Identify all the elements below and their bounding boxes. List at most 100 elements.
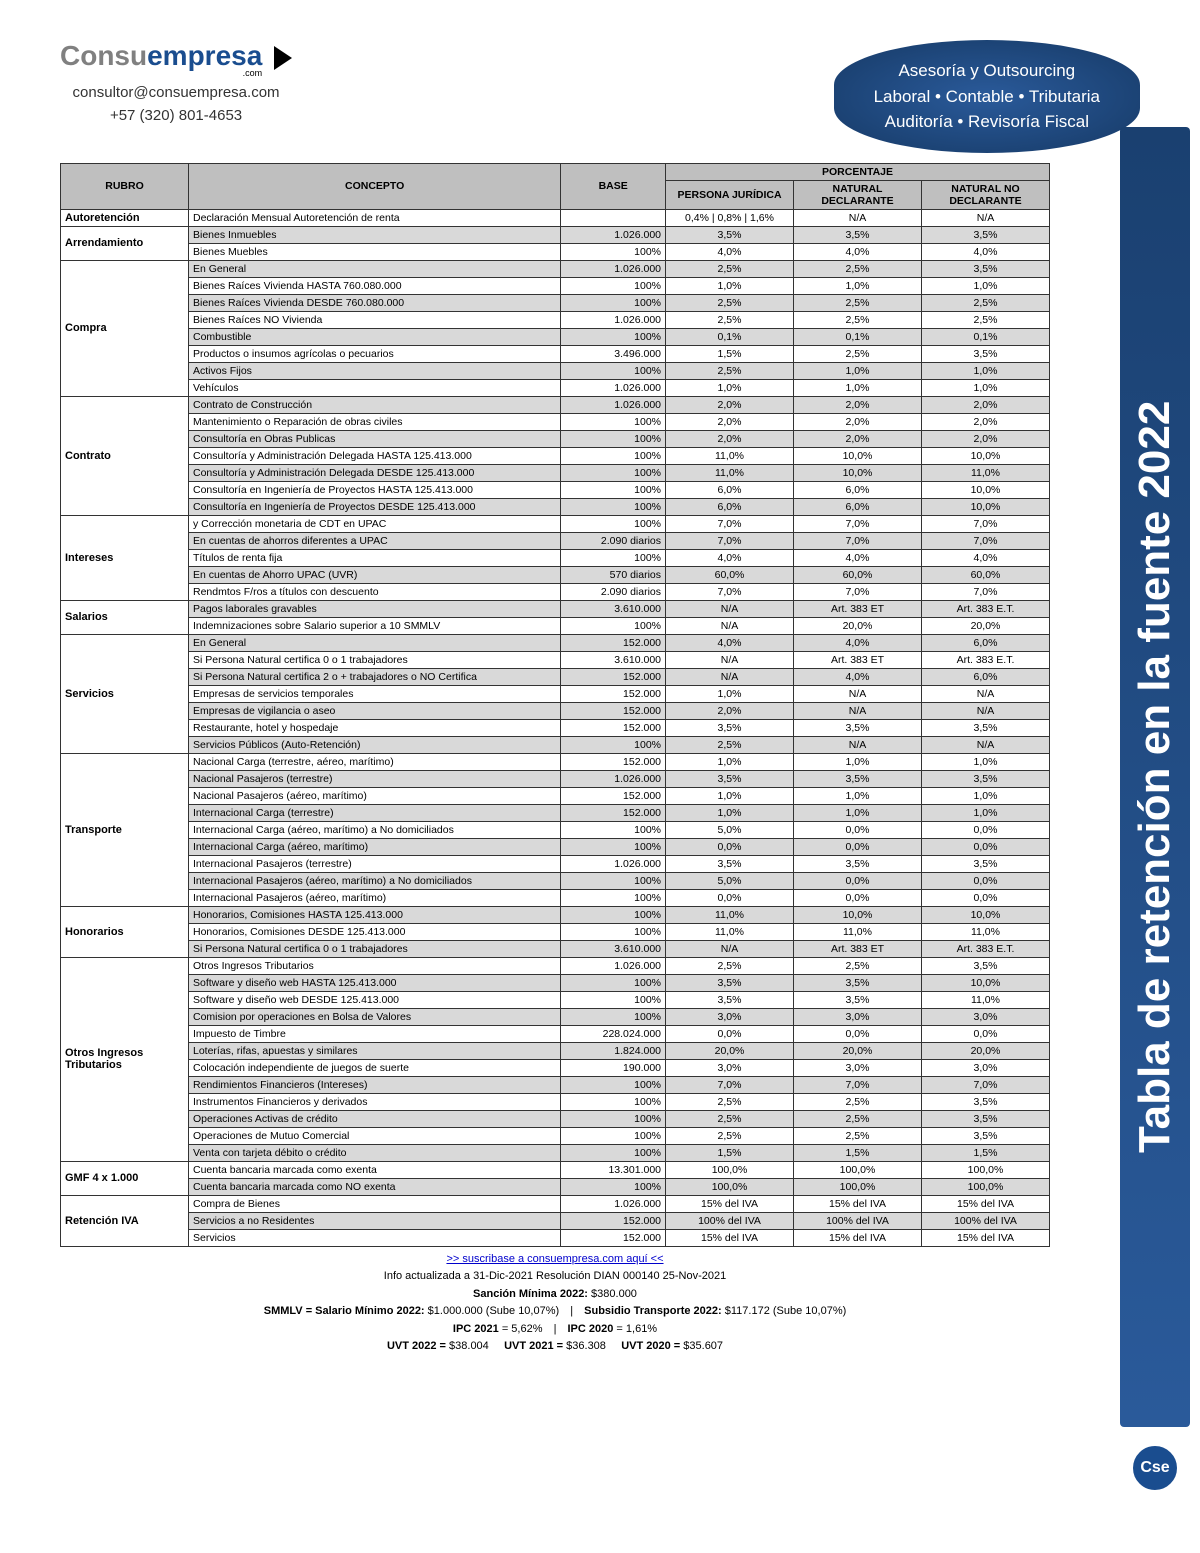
th-rubro: RUBRO [61,163,189,209]
concepto-cell: Empresas de servicios temporales [188,685,560,702]
nd-cell: N/A [794,736,922,753]
nd-cell: 60,0% [794,566,922,583]
nnd-cell: 11,0% [921,991,1049,1008]
base-cell: 190.000 [561,1059,666,1076]
base-cell: 570 diarios [561,566,666,583]
rubro-cell: Transporte [61,753,189,906]
base-cell: 2.090 diarios [561,583,666,600]
ipc20-val: = 1,61% [616,1323,657,1335]
smmlv-label: SMMLV = Salario Mínimo 2022: [264,1305,425,1317]
nnd-cell: 3,5% [921,855,1049,872]
base-cell: 100% [561,821,666,838]
nnd-cell: 7,0% [921,515,1049,532]
nd-cell: 100% del IVA [794,1212,922,1229]
base-cell: 100% [561,243,666,260]
table-row: Consultoría en Ingeniería de Proyectos D… [61,498,1050,515]
rubro-cell: Arrendamiento [61,226,189,260]
concepto-cell: Internacional Pasajeros (aéreo, marítimo… [188,872,560,889]
subsidio-label: Subsidio Transporte 2022: [584,1305,722,1317]
rubro-cell: Salarios [61,600,189,634]
table-body: AutoretenciónDeclaración Mensual Autoret… [61,209,1050,1246]
nnd-cell: 15% del IVA [921,1195,1049,1212]
nd-cell: Art. 383 ET [794,651,922,668]
subsidio-val: $117.172 (Sube 10,07%) [725,1305,847,1317]
nd-cell: 2,5% [794,1093,922,1110]
th-porcentaje: PORCENTAJE [666,163,1050,180]
concepto-cell: Honorarios, Comisiones DESDE 125.413.000 [188,923,560,940]
pj-cell: N/A [666,600,794,617]
table-row: Bienes Raíces Vivienda DESDE 760.080.000… [61,294,1050,311]
concepto-cell: Comision por operaciones en Bolsa de Val… [188,1008,560,1025]
base-cell: 152.000 [561,719,666,736]
nd-cell: 1,0% [794,277,922,294]
table-row: Rendmtos F/ros a títulos con descuento2.… [61,583,1050,600]
nd-cell: 0,0% [794,872,922,889]
base-cell: 100% [561,1144,666,1161]
nd-cell: 7,0% [794,515,922,532]
uvt22-label: UVT 2022 = [387,1340,446,1352]
pj-cell: 1,0% [666,685,794,702]
nd-cell: 4,0% [794,668,922,685]
pj-cell: 2,0% [666,702,794,719]
concepto-cell: Bienes Inmuebles [188,226,560,243]
base-cell [561,209,666,226]
base-cell: 1.026.000 [561,226,666,243]
base-cell: 1.026.000 [561,855,666,872]
pj-cell: 15% del IVA [666,1229,794,1246]
concepto-cell: Cuenta bancaria marcada como exenta [188,1161,560,1178]
base-cell: 228.024.000 [561,1025,666,1042]
base-cell: 152.000 [561,804,666,821]
pj-cell: 5,0% [666,821,794,838]
nnd-cell: 1,0% [921,379,1049,396]
pj-cell: 7,0% [666,1076,794,1093]
table-row: En cuentas de ahorros diferentes a UPAC2… [61,532,1050,549]
base-cell: 100% [561,1008,666,1025]
base-cell: 1.026.000 [561,396,666,413]
base-cell: 100% [561,549,666,566]
nd-cell: 11,0% [794,923,922,940]
concepto-cell: Empresas de vigilancia o aseo [188,702,560,719]
pj-cell: 3,5% [666,719,794,736]
nd-cell: 3,5% [794,974,922,991]
table-row: ServiciosEn General152.0004,0%4,0%6,0% [61,634,1050,651]
nnd-cell: 100,0% [921,1161,1049,1178]
tagline-l2: Laboral • Contable • Tributaria [874,84,1100,110]
base-cell: 152.000 [561,685,666,702]
table-row: CompraEn General1.026.0002,5%2,5%3,5% [61,260,1050,277]
nnd-cell: 10,0% [921,481,1049,498]
base-cell: 152.000 [561,1229,666,1246]
nnd-cell: 0,0% [921,838,1049,855]
concepto-cell: Rendmtos F/ros a títulos con descuento [188,583,560,600]
pj-cell: 2,5% [666,362,794,379]
pj-cell: 1,5% [666,1144,794,1161]
nd-cell: 10,0% [794,464,922,481]
subscribe-link[interactable]: >> suscribase a consuempresa.com aquí << [446,1253,663,1265]
nd-cell: 2,5% [794,311,922,328]
concepto-cell: Otros Ingresos Tributarios [188,957,560,974]
table-row: Interesesy Corrección monetaria de CDT e… [61,515,1050,532]
nd-cell: 1,0% [794,362,922,379]
uvt20-label: UVT 2020 = [621,1340,680,1352]
pj-cell: 2,5% [666,1093,794,1110]
nd-cell: 4,0% [794,549,922,566]
rubro-cell: Contrato [61,396,189,515]
rubro-cell: Servicios [61,634,189,753]
nnd-cell: 3,5% [921,226,1049,243]
pj-cell: 11,0% [666,464,794,481]
nd-cell: 2,5% [794,345,922,362]
base-cell: 100% [561,1110,666,1127]
nd-cell: 2,5% [794,1127,922,1144]
pj-cell: 1,0% [666,753,794,770]
uvt22-val: $38.004 [449,1340,489,1352]
nd-cell: 1,0% [794,379,922,396]
uvt21-val: $36.308 [566,1340,606,1352]
concepto-cell: Restaurante, hotel y hospedaje [188,719,560,736]
pj-cell: 3,5% [666,226,794,243]
table-row: Venta con tarjeta débito o crédito100%1,… [61,1144,1050,1161]
concepto-cell: Software y diseño web HASTA 125.413.000 [188,974,560,991]
pj-cell: 1,0% [666,804,794,821]
concepto-cell: Bienes Raíces Vivienda HASTA 760.080.000 [188,277,560,294]
pj-cell: 3,0% [666,1059,794,1076]
table-row: Internacional Pasajeros (aéreo, marítimo… [61,889,1050,906]
pj-cell: 0,0% [666,1025,794,1042]
